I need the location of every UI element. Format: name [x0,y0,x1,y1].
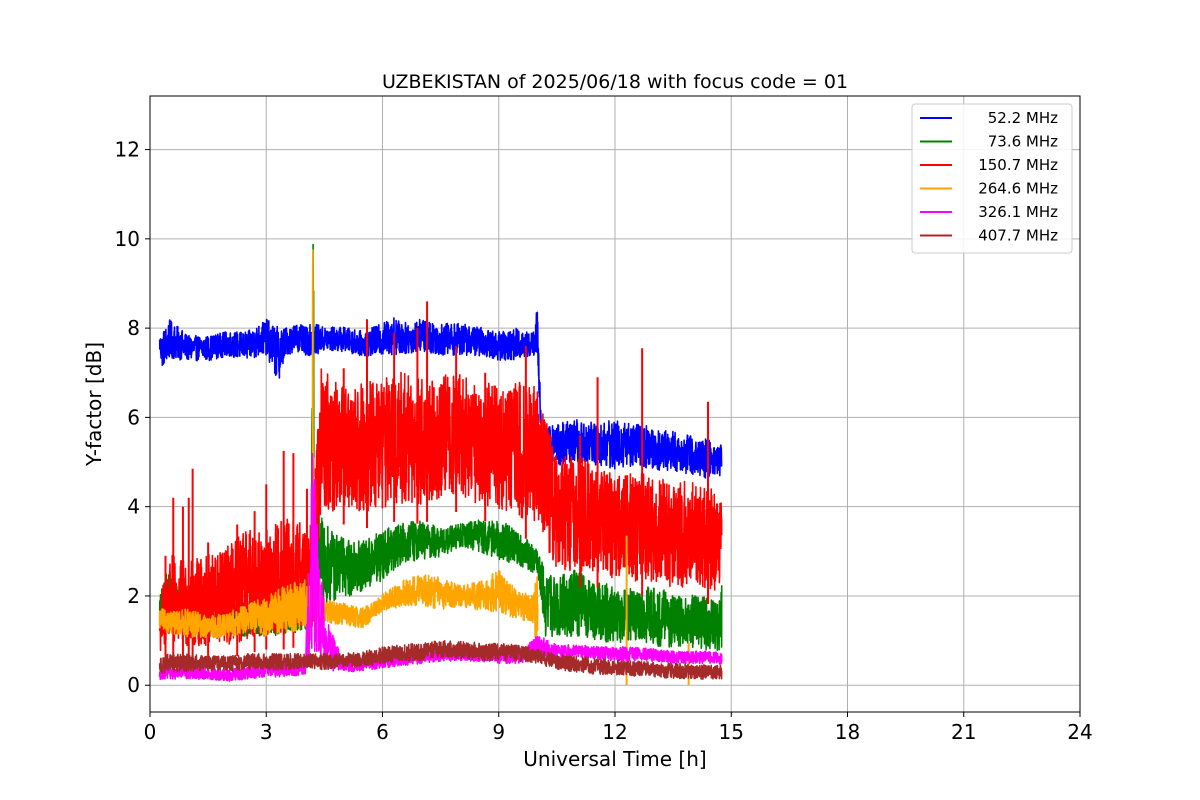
x-tick-label: 18 [835,720,860,744]
y-tick-label: 8 [127,316,140,340]
legend-label: 326.1 MHz [978,203,1058,221]
legend-label: 264.6 MHz [978,180,1058,198]
series-line [158,311,723,479]
y-axis-label: Y-factor [dB] [82,342,106,467]
x-tick-label: 9 [492,720,505,744]
y-tick-label: 12 [115,138,140,162]
legend-item: 150.7 MHz [920,156,1058,174]
x-tick-label: 0 [144,720,157,744]
legend-item: 407.7 MHz [920,227,1058,245]
series-line [158,249,539,660]
x-tick-label: 12 [602,720,627,744]
y-tick-label: 10 [115,227,140,251]
legend-item: 73.6 MHz [920,133,1058,151]
x-axis-label: Universal Time [h] [523,747,706,771]
series-4077-mhz [158,640,723,680]
legend-item: 264.6 MHz [920,180,1058,198]
legend-label: 407.7 MHz [978,227,1058,245]
y-tick-label: 2 [127,584,140,608]
legend-item: 52.2 MHz [920,109,1058,127]
series-522-mhz [158,311,723,479]
x-tick-label: 3 [260,720,273,744]
legend-label: 52.2 MHz [988,109,1058,127]
series-1507-mhz [158,301,723,661]
legend-item: 326.1 MHz [920,203,1058,221]
x-tick-label: 15 [719,720,744,744]
x-tick-label: 21 [951,720,976,744]
series-line [158,640,723,680]
legend-label: 150.7 MHz [978,156,1058,174]
series-layer [158,243,723,686]
chart-title: UZBEKISTAN of 2025/06/18 with focus code… [382,71,848,93]
x-tick-label: 24 [1067,720,1092,744]
y-tick-label: 6 [127,405,140,429]
y-tick-label: 0 [127,673,140,697]
series-line [158,368,723,651]
legend-label: 73.6 MHz [988,133,1058,151]
x-tick-label: 6 [376,720,389,744]
legend: 52.2 MHz 73.6 MHz 150.7 MHz 264.6 MHz 326.1 … [911,103,1073,254]
y-tick-label: 4 [127,495,140,519]
